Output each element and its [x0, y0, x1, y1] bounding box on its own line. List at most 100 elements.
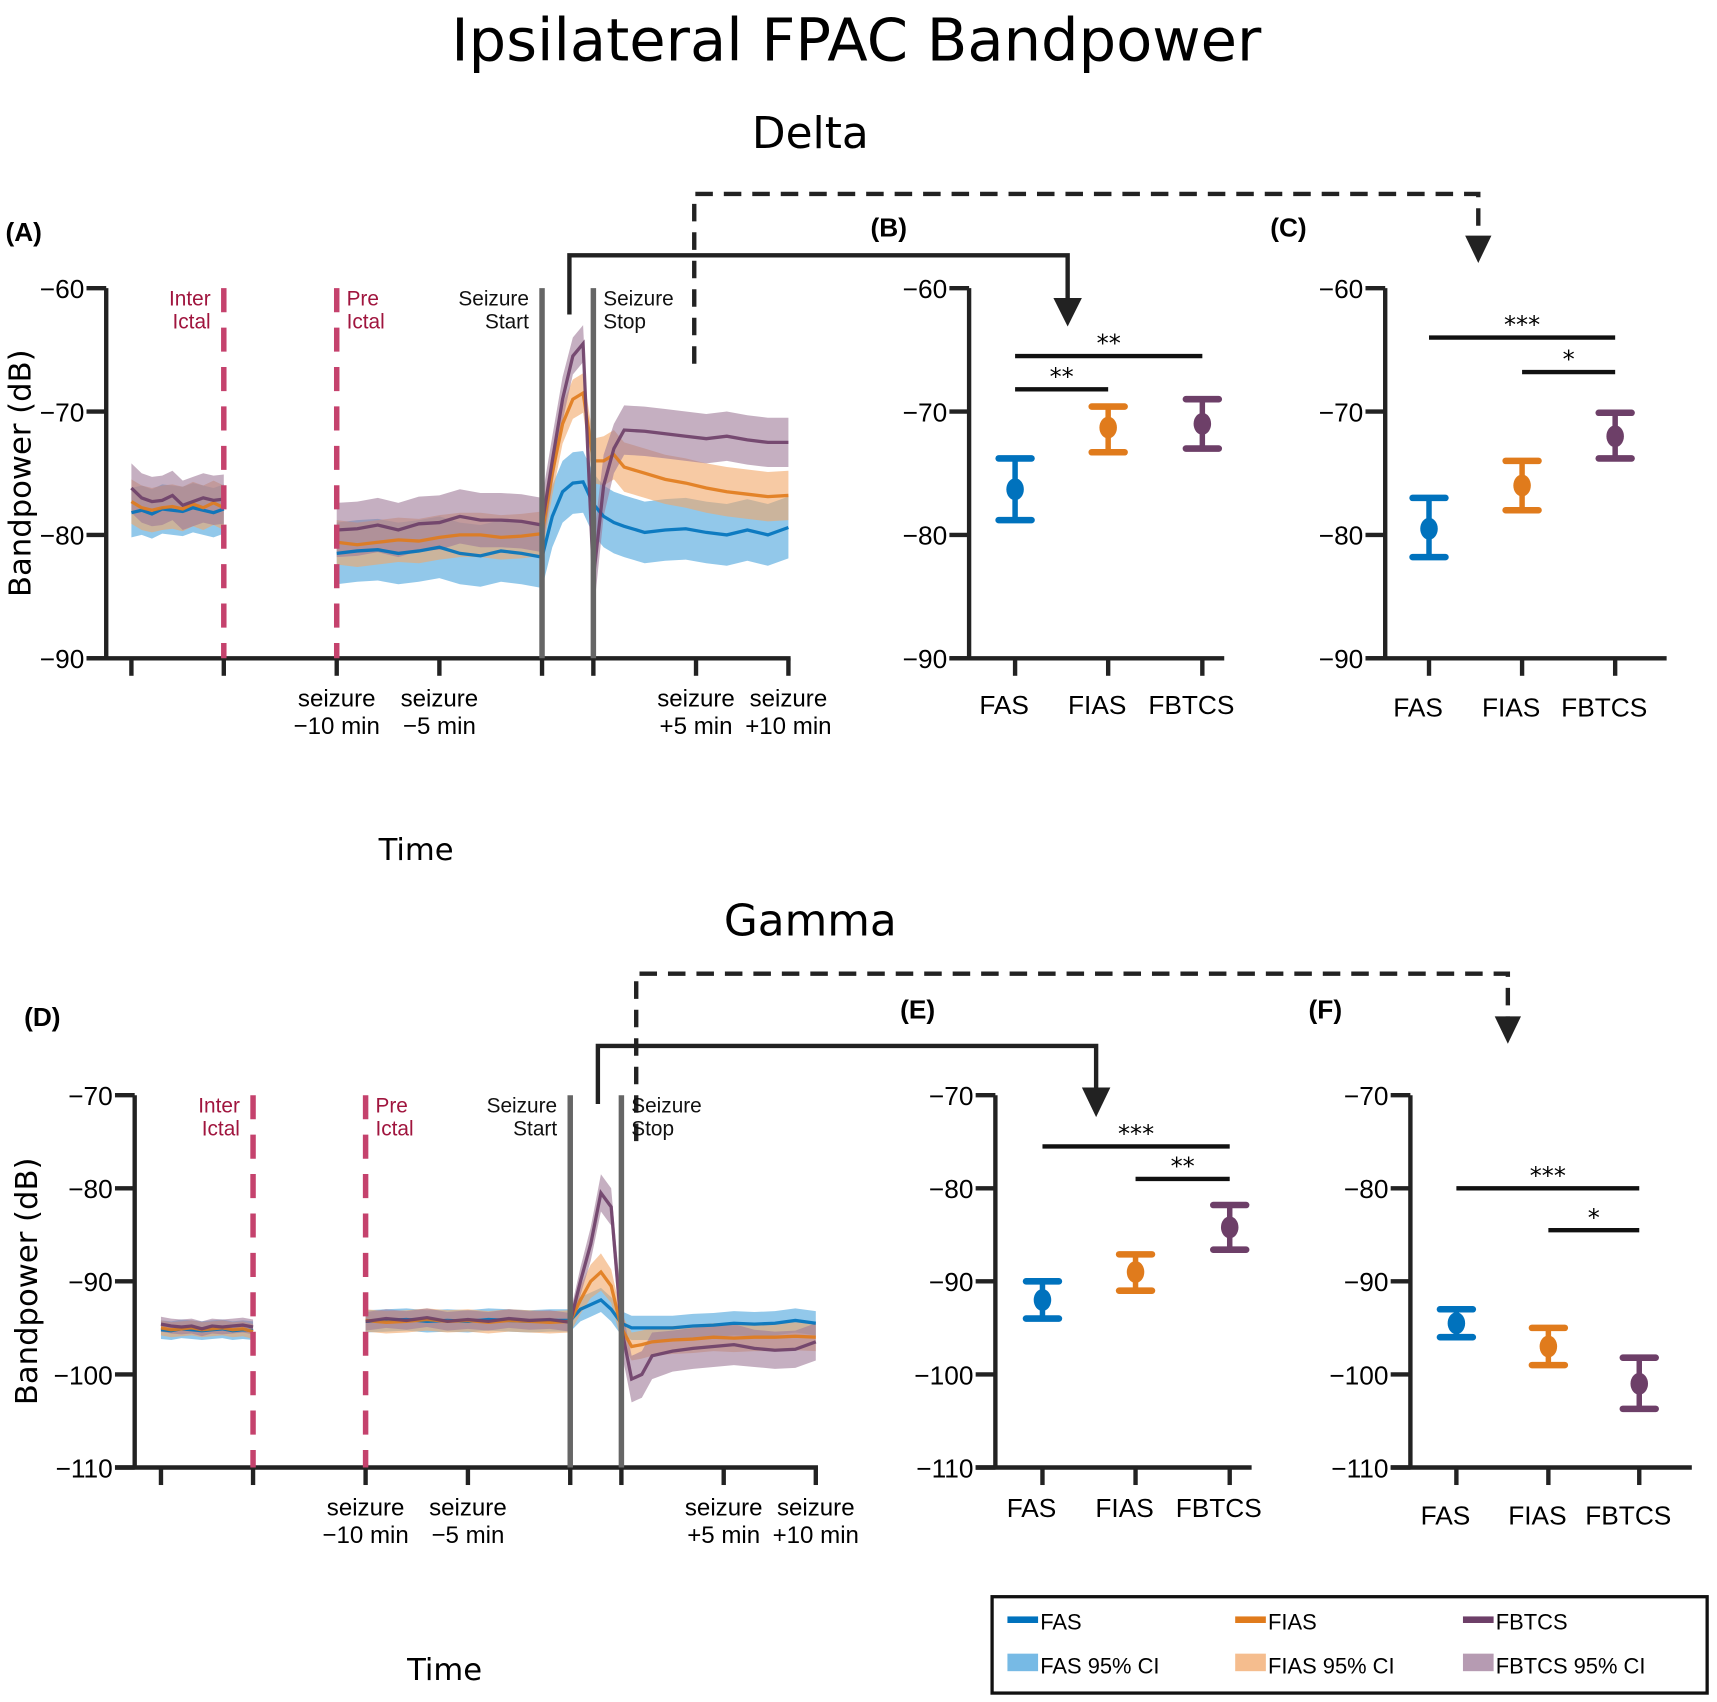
x-tick-label-line: seizure [401, 685, 479, 712]
mean-point-fbtcs [1193, 412, 1212, 435]
significance-stars: * [1588, 1204, 1600, 1232]
panel-label: (D) [24, 1002, 60, 1032]
mean-point-fbtcs [1220, 1216, 1239, 1239]
delta-post-arrowhead [1465, 235, 1492, 263]
ci-band-fbtcs [365, 1174, 816, 1403]
mean-point-fas [1006, 478, 1024, 501]
phase-marker-label: Start [513, 1118, 557, 1141]
x-category-label: FBTCS [1561, 692, 1647, 722]
legend-patch-swatch [1235, 1653, 1266, 1672]
phase-marker-label: Stop [631, 1118, 674, 1141]
legend-item-fas: FAS [1007, 1610, 1082, 1635]
mean-point-fias [1539, 1335, 1558, 1358]
legend-item-fias: FIAS [1235, 1610, 1317, 1635]
phase-marker-label: Inter [198, 1095, 240, 1118]
x-tick-label: seizure −10 min [322, 1495, 408, 1549]
significance-stars: *** [1504, 311, 1540, 339]
x-category-label: FAS [1393, 692, 1443, 722]
y-tick-label: −90 [68, 1267, 113, 1297]
y-tick-label: −60 [40, 274, 85, 304]
x-tick-label-line: seizure [327, 1495, 405, 1522]
x-tick-label-line: seizure [777, 1495, 855, 1522]
x-category-label: FIAS [1508, 1500, 1566, 1530]
panel-label: (B) [871, 213, 907, 243]
phase-marker-label: Pre [347, 288, 379, 311]
mean-point-fias [1099, 416, 1117, 439]
mean-line-fias [160, 1326, 254, 1334]
panel-label: (C) [1270, 213, 1306, 243]
figure-title: Ipsilateral FPAC Bandpower [451, 5, 1262, 74]
significance-stars: ** [1171, 1153, 1195, 1181]
x-tick-label-line: −10 min [322, 1522, 408, 1549]
panel-label: (E) [900, 995, 935, 1025]
significance-stars: ** [1050, 363, 1074, 391]
section-title-gamma: Gamma [724, 895, 897, 946]
legend-patch-swatch [1462, 1653, 1494, 1672]
x-tick-label-line: seizure [429, 1495, 507, 1522]
legend-label: FAS 95% CI [1040, 1653, 1159, 1678]
panel-label: (F) [1309, 995, 1343, 1025]
phase-marker-label: Start [485, 311, 529, 334]
legend-label: FIAS 95% CI [1268, 1653, 1395, 1678]
mean-point-fbtcs [1606, 425, 1624, 448]
x-axis-label: Time [378, 833, 454, 868]
mean-point-fias [1513, 474, 1531, 497]
y-tick-label: −110 [56, 1453, 113, 1483]
legend-line-swatch [1007, 1616, 1039, 1623]
x-tick-label-line: +5 min [687, 1522, 760, 1549]
y-tick-label: −70 [40, 397, 85, 427]
y-axis-label: Bandpower (dB) [10, 1158, 45, 1406]
y-tick-label: −80 [1344, 1174, 1389, 1204]
legend-label: FBTCS [1496, 1610, 1568, 1635]
y-tick-label: −70 [68, 1081, 113, 1111]
mean-line-fias [130, 500, 225, 512]
y-tick-label: −70 [903, 397, 948, 427]
y-tick-label: −60 [1319, 274, 1364, 304]
y-tick-label: −90 [1319, 644, 1364, 674]
legend-item-fbtcs-95-ci: FBTCS 95% CI [1462, 1653, 1646, 1678]
x-category-label: FAS [979, 690, 1029, 720]
mean-line-fbtcs [336, 339, 789, 579]
y-tick-label: −90 [903, 644, 948, 674]
x-tick-label: seizure +10 min [745, 685, 831, 739]
mean-point-fas [1420, 517, 1438, 540]
significance-stars: *** [1530, 1162, 1566, 1190]
x-tick-label-line: seizure [750, 685, 828, 712]
y-tick-label: −90 [1344, 1267, 1389, 1297]
x-category-label: FBTCS [1176, 1493, 1262, 1523]
y-axis-label: Bandpower (dB) [4, 349, 39, 597]
x-tick-label-line: +10 min [745, 713, 831, 740]
y-tick-label: −100 [54, 1360, 113, 1390]
x-tick-label-line: seizure [685, 1495, 763, 1522]
x-category-label: FIAS [1068, 690, 1126, 720]
legend-label: FBTCS 95% CI [1496, 1653, 1646, 1678]
x-tick-label-line: −5 min [431, 1522, 504, 1549]
mean-line-fbtcs [365, 1188, 817, 1382]
ci-band-fbtcs [336, 325, 789, 616]
y-tick-label: −100 [914, 1360, 973, 1390]
legend-item-fas-95-ci: FAS 95% CI [1007, 1653, 1160, 1678]
phase-marker-label: Ictal [202, 1118, 240, 1141]
x-tick-label-line: seizure [298, 685, 376, 712]
phase-marker-label: Seizure [603, 288, 674, 311]
y-tick-label: −80 [40, 521, 85, 551]
delta-seizure-arrow [567, 253, 1070, 315]
y-tick-label: −80 [929, 1174, 974, 1204]
legend-label: FIAS [1268, 1610, 1317, 1635]
y-tick-label: −70 [1344, 1081, 1389, 1111]
y-tick-label: −70 [929, 1081, 974, 1111]
legend-line-swatch [1462, 1616, 1494, 1623]
phase-marker-label: Stop [603, 311, 646, 334]
x-tick-label: seizure −10 min [294, 685, 380, 739]
phase-marker-label: Seizure [458, 288, 529, 311]
phase-marker-label: Ictal [172, 311, 210, 334]
y-tick-label: −100 [1329, 1360, 1388, 1390]
connector-arrows [567, 191, 1521, 1142]
x-category-label: FBTCS [1148, 690, 1234, 720]
x-tick-label-line: +10 min [773, 1522, 859, 1549]
y-tick-label: −70 [1319, 397, 1364, 427]
